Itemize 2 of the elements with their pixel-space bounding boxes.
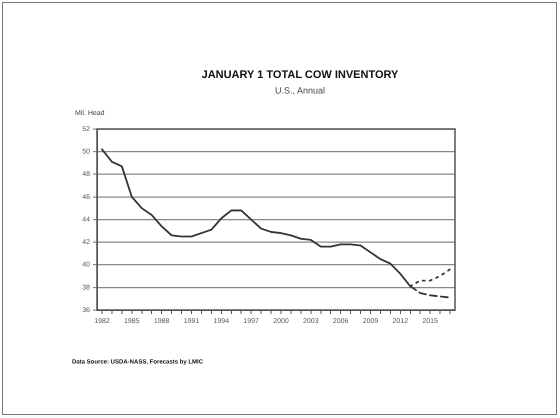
chart-title: JANUARY 1 TOTAL COW INVENTORY <box>202 69 400 82</box>
chart-subtitle: U.S., Annual <box>274 85 326 96</box>
